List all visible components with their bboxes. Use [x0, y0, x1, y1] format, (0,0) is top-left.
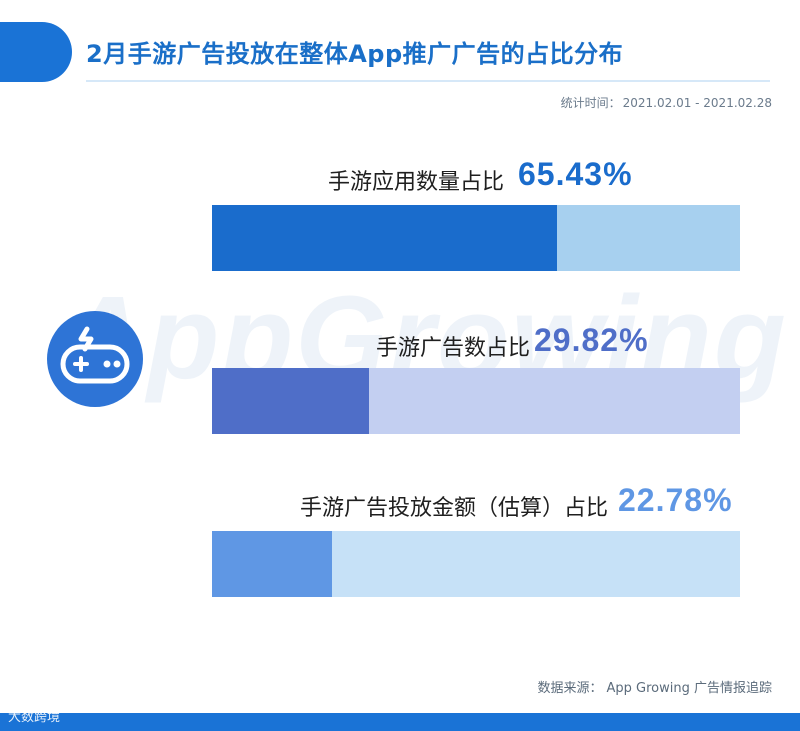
bar-track-ad-count [212, 368, 740, 434]
brand-logo: 大数跨境 [8, 710, 61, 725]
value-label-app-count: 65.43% [518, 156, 633, 192]
page-title: 2月手游广告投放在整体App推广广告的占比分布 [86, 40, 624, 68]
bar-label-ad-spend: 手游广告投放金额（估算）占比 [299, 496, 608, 521]
source-label: 数据来源： [537, 681, 603, 696]
source-text: App Growing 广告情报追踪 [606, 681, 772, 696]
bar-track-ad-spend [212, 531, 740, 597]
value-label-ad-spend: 22.78% [618, 482, 733, 518]
data-source: 数据来源： App Growing 广告情报追踪 [534, 677, 773, 696]
value-label-ad-count: 29.82% [534, 322, 649, 358]
bar-label-app-count: 手游应用数量占比 [327, 170, 504, 195]
bar-app-count [212, 205, 558, 271]
bar-ad-count [212, 368, 370, 434]
statistics-period: 统计时间： 2021.02.01 - 2021.02.28 [559, 94, 772, 111]
bar-track-app-count [212, 205, 740, 271]
bar-label-ad-count: 手游广告数占比 [375, 336, 530, 361]
footer-bar [0, 713, 800, 731]
gamepad-icon [47, 311, 143, 407]
title-underline [86, 80, 770, 82]
period-range: 2021.02.01 - 2021.02.28 [622, 96, 772, 110]
header-accent [0, 22, 72, 82]
bar-ad-spend [212, 531, 333, 597]
period-label: 统计时间： [560, 96, 621, 110]
